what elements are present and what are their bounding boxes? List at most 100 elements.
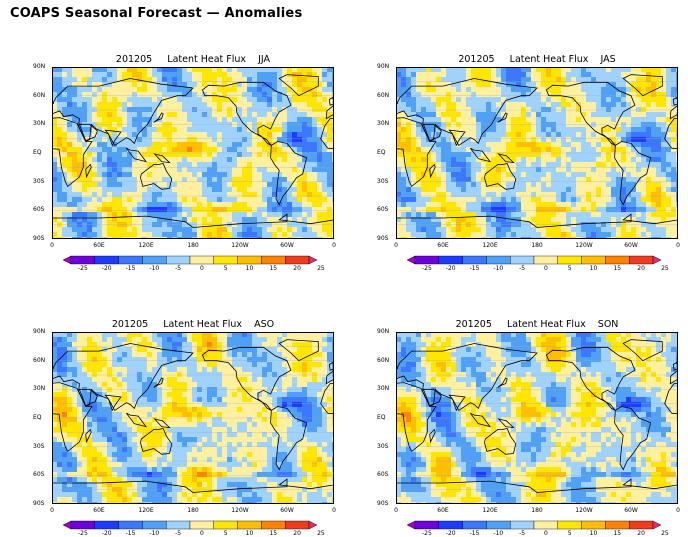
anomaly-cell — [327, 372, 332, 377]
anomaly-cell — [152, 132, 157, 137]
anomaly-cell — [471, 87, 476, 92]
anomaly-cell — [127, 102, 132, 107]
lat-tick-label: 90N — [377, 63, 395, 70]
anomaly-cell — [416, 207, 421, 212]
anomaly-cell — [157, 82, 162, 87]
anomaly-cell — [222, 182, 227, 187]
anomaly-cell — [292, 77, 297, 82]
anomaly-cell — [661, 162, 666, 167]
anomaly-cell — [581, 167, 586, 172]
anomaly-cell — [207, 372, 212, 377]
anomaly-cell — [252, 232, 257, 237]
anomaly-cell — [162, 77, 167, 82]
anomaly-cell — [107, 362, 112, 367]
anomaly-cell — [506, 197, 511, 202]
anomaly-cell — [172, 112, 177, 117]
anomaly-cell — [187, 167, 192, 172]
anomaly-cell — [67, 362, 72, 367]
anomaly-cell — [277, 392, 282, 397]
anomaly-cell — [501, 87, 506, 92]
anomaly-cell — [471, 142, 476, 147]
anomaly-cell — [177, 372, 182, 377]
anomaly-cell — [127, 202, 132, 207]
anomaly-cell — [262, 172, 267, 177]
anomaly-cell — [466, 157, 471, 162]
anomaly-cell — [67, 87, 72, 92]
anomaly-cell — [586, 77, 591, 82]
anomaly-cell — [197, 372, 202, 377]
anomaly-cell — [242, 77, 247, 82]
anomaly-cell — [302, 187, 307, 192]
anomaly-cell — [182, 337, 187, 342]
anomaly-cell — [152, 187, 157, 192]
anomaly-cell — [446, 142, 451, 147]
anomaly-cell — [561, 157, 566, 162]
anomaly-cell — [82, 212, 87, 217]
anomaly-cell — [312, 162, 317, 167]
anomaly-cell — [451, 232, 456, 237]
anomaly-cell — [486, 192, 491, 197]
anomaly-cell — [117, 217, 122, 222]
anomaly-cell — [57, 172, 62, 177]
anomaly-cell — [172, 122, 177, 127]
anomaly-cell — [187, 217, 192, 222]
anomaly-cell — [466, 217, 471, 222]
anomaly-cell — [581, 147, 586, 152]
anomaly-cell — [601, 102, 606, 107]
anomaly-cell — [282, 137, 287, 142]
anomaly-cell — [222, 387, 227, 392]
anomaly-cell — [586, 207, 591, 212]
anomaly-cell — [511, 127, 516, 132]
anomaly-cell — [526, 207, 531, 212]
anomaly-cell — [227, 187, 232, 192]
anomaly-cell — [247, 162, 252, 167]
anomaly-cell — [312, 357, 317, 362]
anomaly-cell — [661, 212, 666, 217]
anomaly-cell — [616, 172, 621, 177]
anomaly-cell — [636, 227, 641, 232]
anomaly-cell — [172, 337, 177, 342]
anomaly-cell — [77, 72, 82, 77]
anomaly-cell — [112, 192, 117, 197]
anomaly-cell — [62, 362, 67, 367]
anomaly-cell — [212, 87, 217, 92]
anomaly-cell — [247, 132, 252, 137]
anomaly-cell — [147, 147, 152, 152]
anomaly-cell — [127, 347, 132, 352]
anomaly-cell — [227, 182, 232, 187]
anomaly-cell — [127, 232, 132, 237]
anomaly-cell — [127, 72, 132, 77]
anomaly-cell — [207, 157, 212, 162]
anomaly-cell — [641, 217, 646, 222]
anomaly-cell — [197, 102, 202, 107]
anomaly-cell — [107, 97, 112, 102]
anomaly-cell — [651, 157, 656, 162]
anomaly-cell — [526, 227, 531, 232]
anomaly-cell — [237, 352, 242, 357]
anomaly-cell — [581, 232, 586, 237]
anomaly-cell — [651, 127, 656, 132]
anomaly-cell — [606, 147, 611, 152]
anomaly-cell — [252, 227, 257, 232]
anomaly-cell — [521, 132, 526, 137]
anomaly-cell — [192, 232, 197, 237]
anomaly-cell — [556, 152, 561, 157]
anomaly-cell — [327, 132, 332, 137]
anomaly-cell — [621, 162, 626, 167]
anomaly-cell — [531, 107, 536, 112]
anomaly-cell — [242, 102, 247, 107]
anomaly-cell — [416, 187, 421, 192]
anomaly-cell — [122, 152, 127, 157]
anomaly-cell — [317, 182, 322, 187]
anomaly-cell — [581, 187, 586, 192]
anomaly-cell — [626, 197, 631, 202]
anomaly-cell — [646, 147, 651, 152]
anomaly-cell — [297, 372, 302, 377]
anomaly-cell — [87, 92, 92, 97]
anomaly-cell — [636, 77, 641, 82]
anomaly-cell — [312, 122, 317, 127]
anomaly-cell — [172, 182, 177, 187]
anomaly-cell — [207, 342, 212, 347]
anomaly-cell — [122, 232, 127, 237]
anomaly-cell — [661, 172, 666, 177]
